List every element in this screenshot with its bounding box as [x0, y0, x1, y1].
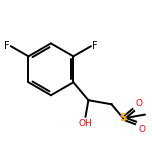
Text: OH: OH — [79, 119, 92, 128]
Text: F: F — [92, 41, 98, 51]
Text: O: O — [136, 99, 143, 108]
Text: F: F — [4, 41, 10, 51]
Text: S: S — [120, 113, 127, 123]
Text: O: O — [138, 124, 145, 134]
